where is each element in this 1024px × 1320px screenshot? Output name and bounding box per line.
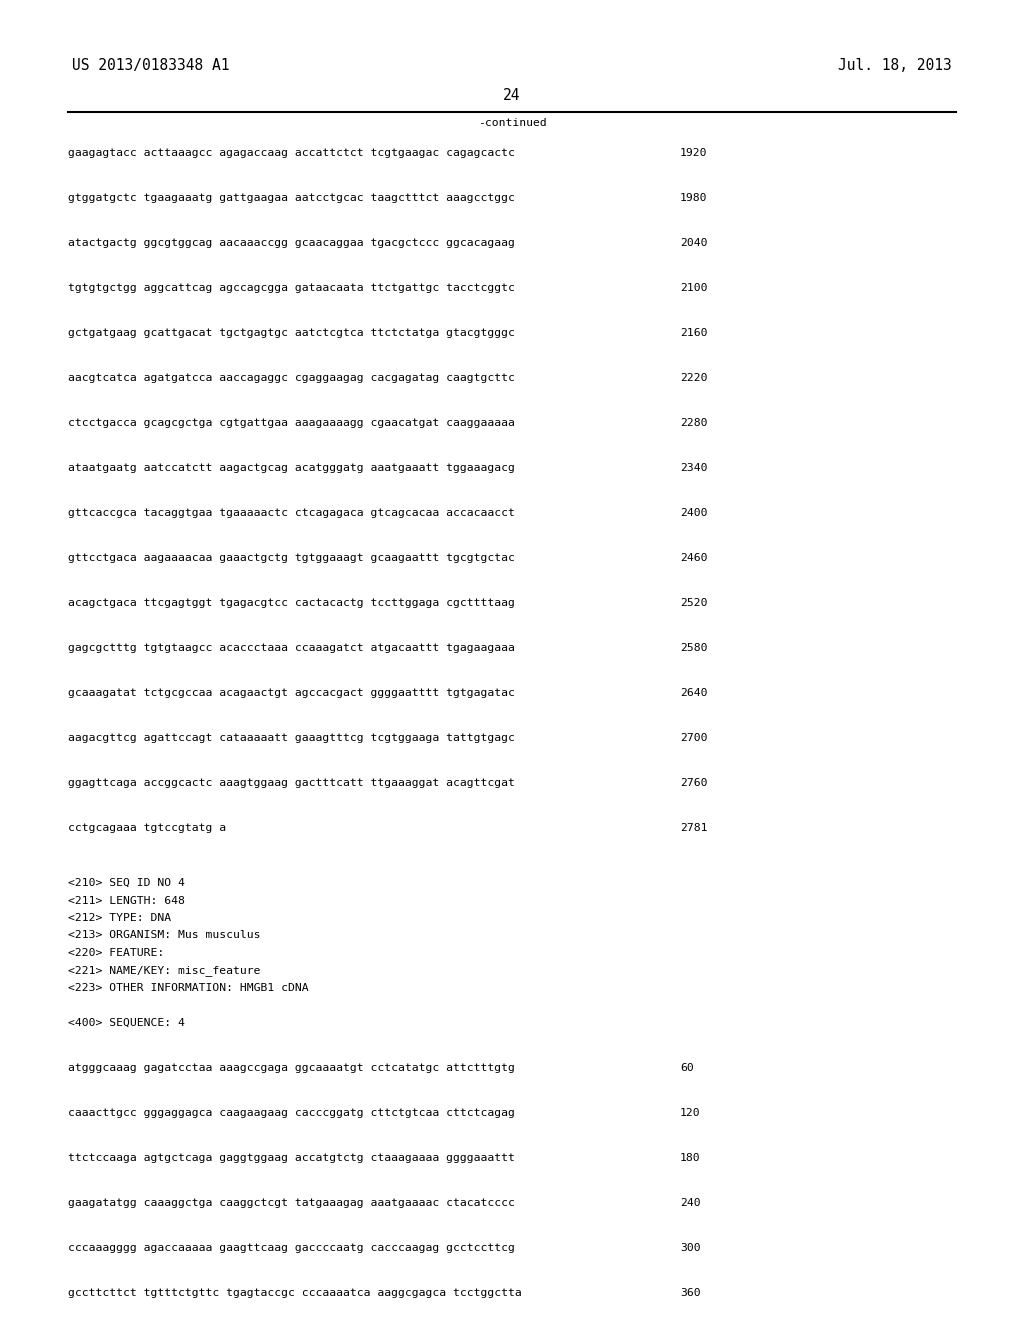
Text: aagacgttcg agattccagt cataaaaatt gaaagtttcg tcgtggaaga tattgtgagc: aagacgttcg agattccagt cataaaaatt gaaagtt… — [68, 733, 515, 743]
Text: <211> LENGTH: 648: <211> LENGTH: 648 — [68, 895, 185, 906]
Text: 300: 300 — [680, 1243, 700, 1253]
Text: 1980: 1980 — [680, 193, 708, 203]
Text: <213> ORGANISM: Mus musculus: <213> ORGANISM: Mus musculus — [68, 931, 260, 940]
Text: 2580: 2580 — [680, 643, 708, 653]
Text: gcaaagatat tctgcgccaa acagaactgt agccacgact ggggaatttt tgtgagatac: gcaaagatat tctgcgccaa acagaactgt agccacg… — [68, 688, 515, 698]
Text: gctgatgaag gcattgacat tgctgagtgc aatctcgtca ttctctatga gtacgtgggc: gctgatgaag gcattgacat tgctgagtgc aatctcg… — [68, 327, 515, 338]
Text: gttcctgaca aagaaaacaa gaaactgctg tgtggaaagt gcaagaattt tgcgtgctac: gttcctgaca aagaaaacaa gaaactgctg tgtggaa… — [68, 553, 515, 564]
Text: ctcctgacca gcagcgctga cgtgattgaa aaagaaaagg cgaacatgat caaggaaaaa: ctcctgacca gcagcgctga cgtgattgaa aaagaaa… — [68, 418, 515, 428]
Text: <210> SEQ ID NO 4: <210> SEQ ID NO 4 — [68, 878, 185, 888]
Text: 60: 60 — [680, 1063, 693, 1073]
Text: ttctccaaga agtgctcaga gaggtggaag accatgtctg ctaaagaaaa ggggaaattt: ttctccaaga agtgctcaga gaggtggaag accatgt… — [68, 1152, 515, 1163]
Text: ggagttcaga accggcactc aaagtggaag gactttcatt ttgaaaggat acagttcgat: ggagttcaga accggcactc aaagtggaag gactttc… — [68, 777, 515, 788]
Text: gccttcttct tgtttctgttc tgagtaccgc cccaaaatca aaggcgagca tcctggctta: gccttcttct tgtttctgttc tgagtaccgc cccaaa… — [68, 1288, 522, 1298]
Text: 360: 360 — [680, 1288, 700, 1298]
Text: <223> OTHER INFORMATION: HMGB1 cDNA: <223> OTHER INFORMATION: HMGB1 cDNA — [68, 983, 308, 993]
Text: gtggatgctc tgaagaaatg gattgaagaa aatcctgcac taagctttct aaagcctggc: gtggatgctc tgaagaaatg gattgaagaa aatcctg… — [68, 193, 515, 203]
Text: gaagatatgg caaaggctga caaggctcgt tatgaaagag aaatgaaaac ctacatcccc: gaagatatgg caaaggctga caaggctcgt tatgaaa… — [68, 1199, 515, 1208]
Text: 1920: 1920 — [680, 148, 708, 158]
Text: 2340: 2340 — [680, 463, 708, 473]
Text: gaagagtacc acttaaagcc agagaccaag accattctct tcgtgaagac cagagcactc: gaagagtacc acttaaagcc agagaccaag accattc… — [68, 148, 515, 158]
Text: 2460: 2460 — [680, 553, 708, 564]
Text: <400> SEQUENCE: 4: <400> SEQUENCE: 4 — [68, 1018, 185, 1028]
Text: 24: 24 — [503, 88, 521, 103]
Text: <212> TYPE: DNA: <212> TYPE: DNA — [68, 913, 171, 923]
Text: <220> FEATURE:: <220> FEATURE: — [68, 948, 164, 958]
Text: caaacttgcc gggaggagca caagaagaag cacccggatg cttctgtcaa cttctcagag: caaacttgcc gggaggagca caagaagaag cacccgg… — [68, 1107, 515, 1118]
Text: tgtgtgctgg aggcattcag agccagcgga gataacaata ttctgattgc tacctcggtc: tgtgtgctgg aggcattcag agccagcgga gataaca… — [68, 282, 515, 293]
Text: acagctgaca ttcgagtggt tgagacgtcc cactacactg tccttggaga cgcttttaag: acagctgaca ttcgagtggt tgagacgtcc cactaca… — [68, 598, 515, 609]
Text: 2160: 2160 — [680, 327, 708, 338]
Text: 120: 120 — [680, 1107, 700, 1118]
Text: ataatgaatg aatccatctt aagactgcag acatgggatg aaatgaaatt tggaaagacg: ataatgaatg aatccatctt aagactgcag acatggg… — [68, 463, 515, 473]
Text: Jul. 18, 2013: Jul. 18, 2013 — [839, 58, 952, 73]
Text: cccaaagggg agaccaaaaa gaagttcaag gaccccaatg cacccaagag gcctccttcg: cccaaagggg agaccaaaaa gaagttcaag gacccca… — [68, 1243, 515, 1253]
Text: US 2013/0183348 A1: US 2013/0183348 A1 — [72, 58, 229, 73]
Text: atactgactg ggcgtggcag aacaaaccgg gcaacaggaa tgacgctccc ggcacagaag: atactgactg ggcgtggcag aacaaaccgg gcaacag… — [68, 238, 515, 248]
Text: 2760: 2760 — [680, 777, 708, 788]
Text: 180: 180 — [680, 1152, 700, 1163]
Text: 2640: 2640 — [680, 688, 708, 698]
Text: -continued: -continued — [477, 117, 547, 128]
Text: 240: 240 — [680, 1199, 700, 1208]
Text: 2220: 2220 — [680, 374, 708, 383]
Text: 2100: 2100 — [680, 282, 708, 293]
Text: 2781: 2781 — [680, 822, 708, 833]
Text: aacgtcatca agatgatcca aaccagaggc cgaggaagag cacgagatag caagtgcttc: aacgtcatca agatgatcca aaccagaggc cgaggaa… — [68, 374, 515, 383]
Text: gagcgctttg tgtgtaagcc acaccctaaa ccaaagatct atgacaattt tgagaagaaa: gagcgctttg tgtgtaagcc acaccctaaa ccaaaga… — [68, 643, 515, 653]
Text: 2400: 2400 — [680, 508, 708, 517]
Text: <221> NAME/KEY: misc_feature: <221> NAME/KEY: misc_feature — [68, 965, 260, 977]
Text: 2520: 2520 — [680, 598, 708, 609]
Text: cctgcagaaa tgtccgtatg a: cctgcagaaa tgtccgtatg a — [68, 822, 226, 833]
Text: 2040: 2040 — [680, 238, 708, 248]
Text: 2700: 2700 — [680, 733, 708, 743]
Text: 2280: 2280 — [680, 418, 708, 428]
Text: gttcaccgca tacaggtgaa tgaaaaactc ctcagagaca gtcagcacaa accacaacct: gttcaccgca tacaggtgaa tgaaaaactc ctcagag… — [68, 508, 515, 517]
Text: atgggcaaag gagatcctaa aaagccgaga ggcaaaatgt cctcatatgc attctttgtg: atgggcaaag gagatcctaa aaagccgaga ggcaaaa… — [68, 1063, 515, 1073]
